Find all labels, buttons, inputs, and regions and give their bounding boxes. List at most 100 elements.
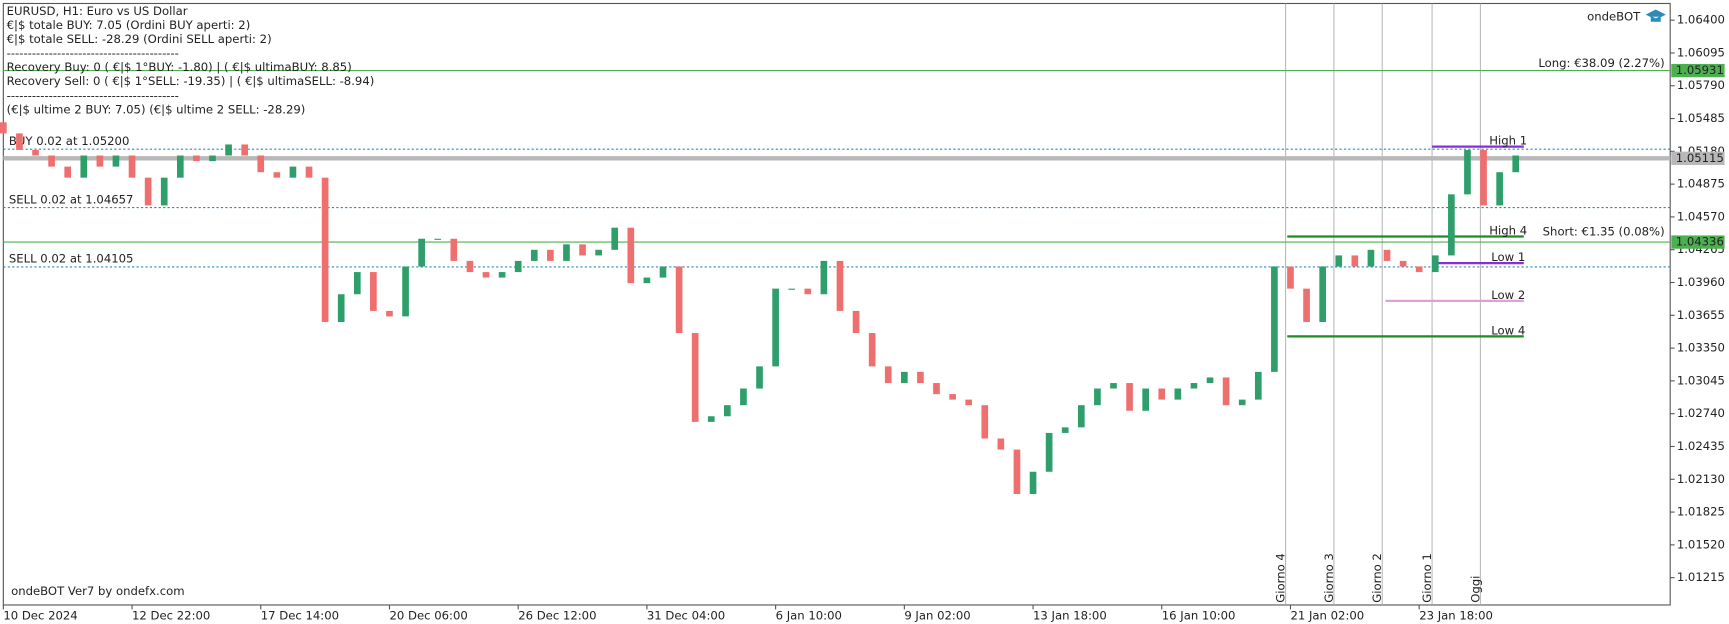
candle bbox=[933, 383, 940, 395]
candle bbox=[707, 416, 715, 422]
candle bbox=[1142, 388, 1150, 411]
brand: ondeBOT bbox=[1587, 9, 1641, 23]
info-line: €|$ totale SELL: -28.29 (Ordini SELL ape… bbox=[7, 32, 272, 46]
candle bbox=[1158, 388, 1166, 400]
plot-frame bbox=[2, 2, 1671, 606]
candle bbox=[772, 288, 779, 367]
day-marker-label: Oggi bbox=[1468, 576, 1482, 603]
y-tick-label: 1.02740 bbox=[1677, 406, 1725, 420]
candle bbox=[547, 249, 554, 261]
candle bbox=[1094, 388, 1101, 406]
brand-icon bbox=[1645, 9, 1666, 22]
price-tag bbox=[1671, 235, 1725, 249]
candle bbox=[80, 155, 88, 178]
candle bbox=[241, 144, 248, 156]
candle bbox=[193, 155, 200, 162]
candle bbox=[1480, 149, 1487, 206]
day-marker-label: Giorno 1 bbox=[1420, 553, 1434, 603]
candle bbox=[1512, 155, 1520, 173]
info-line: €|$ totale BUY: 7.05 (Ordini BUY aperti:… bbox=[7, 18, 251, 32]
candle bbox=[0, 122, 7, 134]
candle bbox=[884, 366, 892, 384]
price-tag-label: 1.04336 bbox=[1676, 235, 1724, 249]
candle bbox=[1399, 260, 1407, 267]
candle bbox=[418, 238, 425, 267]
info-line: (€|$ ultime 2 BUY: 7.05) (€|$ ultime 2 S… bbox=[7, 102, 306, 116]
price-tag bbox=[1671, 151, 1725, 165]
candle bbox=[1271, 266, 1278, 372]
candle bbox=[1061, 427, 1069, 433]
candle bbox=[209, 155, 216, 162]
candle bbox=[434, 238, 442, 240]
candle bbox=[1383, 249, 1391, 261]
x-tick-label: 26 Dec 12:00 bbox=[518, 609, 596, 623]
y-tick-label: 1.03350 bbox=[1677, 341, 1725, 355]
candle bbox=[386, 310, 393, 317]
candle bbox=[498, 272, 506, 278]
candle bbox=[901, 371, 908, 384]
candle bbox=[595, 249, 602, 256]
candle bbox=[128, 155, 136, 178]
candle bbox=[514, 260, 522, 273]
candle bbox=[949, 394, 956, 400]
price-tag-label: 1.05931 bbox=[1676, 63, 1724, 77]
info-line: ----------------------------------------… bbox=[7, 88, 179, 102]
candle bbox=[1448, 194, 1455, 256]
level-label: Low 2 bbox=[1491, 288, 1525, 302]
candle bbox=[144, 177, 152, 206]
candle bbox=[273, 172, 281, 178]
candle bbox=[852, 310, 860, 334]
candle bbox=[1335, 255, 1343, 267]
x-tick-label: 17 Dec 14:00 bbox=[261, 609, 339, 623]
candle bbox=[611, 227, 619, 250]
candle bbox=[1045, 432, 1053, 472]
candle bbox=[160, 177, 168, 206]
level-label: Low 4 bbox=[1491, 323, 1525, 337]
y-tick-label: 1.03960 bbox=[1677, 275, 1725, 289]
candle bbox=[1254, 371, 1262, 400]
candle bbox=[1496, 172, 1503, 206]
y-tick-label: 1.03655 bbox=[1677, 308, 1725, 322]
x-tick-label: 23 Jan 18:00 bbox=[1419, 609, 1493, 623]
candle bbox=[48, 155, 55, 167]
candle bbox=[321, 177, 329, 322]
candle bbox=[756, 366, 763, 389]
short-label: Short: €1.35 (0.08%) bbox=[1543, 225, 1665, 239]
candle bbox=[820, 260, 828, 295]
level-label: High 4 bbox=[1489, 223, 1527, 237]
candle bbox=[659, 266, 667, 278]
candle bbox=[257, 155, 265, 173]
candle bbox=[482, 272, 490, 278]
candle bbox=[1415, 266, 1423, 273]
candle bbox=[691, 333, 699, 422]
x-tick-label: 20 Dec 06:00 bbox=[389, 609, 467, 623]
candle bbox=[1029, 471, 1037, 495]
symbol-line: EURUSD, H1: Euro vs US Dollar bbox=[7, 4, 188, 18]
candle bbox=[1303, 288, 1310, 322]
y-tick-label: 1.04875 bbox=[1677, 177, 1725, 191]
x-tick-label: 9 Jan 02:00 bbox=[904, 609, 970, 623]
candle bbox=[1013, 449, 1021, 495]
x-tick-label: 31 Dec 04:00 bbox=[647, 609, 725, 623]
candle bbox=[643, 277, 651, 284]
day-marker-label: Giorno 3 bbox=[1322, 553, 1336, 603]
candle bbox=[627, 227, 635, 284]
y-tick-label: 1.01520 bbox=[1677, 537, 1725, 551]
candle bbox=[740, 388, 747, 406]
candle bbox=[1319, 266, 1326, 322]
candle bbox=[724, 405, 731, 417]
x-tick-label: 13 Jan 18:00 bbox=[1033, 609, 1107, 623]
candle bbox=[675, 266, 683, 334]
order-label: SELL 0.02 at 1.04105 bbox=[9, 252, 134, 266]
candle bbox=[1222, 377, 1230, 406]
candle bbox=[981, 405, 989, 439]
candle bbox=[466, 260, 474, 273]
candle bbox=[965, 399, 973, 406]
candle bbox=[402, 266, 409, 317]
info-line: Recovery Buy: 0 ( €|$ 1°BUY: -1.80) | ( … bbox=[7, 60, 352, 74]
y-tick-label: 1.05485 bbox=[1677, 111, 1725, 125]
info-line: ----------------------------------------… bbox=[7, 46, 179, 60]
info-line: Recovery Sell: 0 ( €|$ 1°SELL: -19.35) |… bbox=[7, 74, 375, 88]
